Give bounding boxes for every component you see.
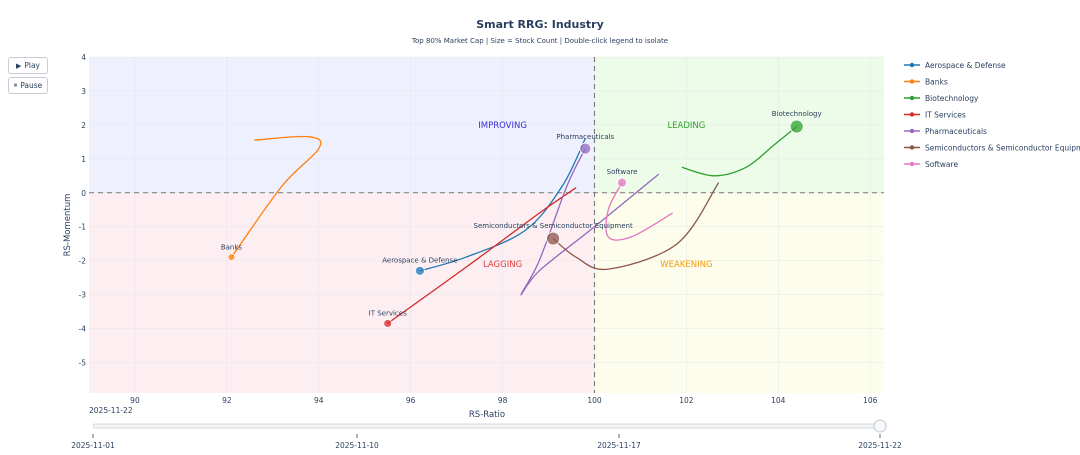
quadrant-label-improving: IMPROVING	[478, 121, 527, 131]
legend-item-biotechnology[interactable]: Biotechnology	[904, 94, 979, 103]
point-biotechnology[interactable]	[789, 119, 804, 134]
legend-marker	[909, 161, 915, 167]
chart-title: Smart RRG: Industry	[476, 18, 604, 31]
pause-label: Pause	[20, 81, 43, 90]
point-semiconductors-semiconductor-equipment[interactable]	[546, 231, 561, 246]
legend-label: Pharmaceuticals	[925, 127, 987, 136]
quadrant-lagging	[89, 192, 595, 393]
legend-label: Semiconductors & Semiconductor Equipment	[925, 143, 1080, 152]
pause-icon: ⏸	[13, 81, 18, 89]
trail-biotechnology	[681, 126, 798, 177]
slider-tick-label: 2025-11-22	[858, 441, 902, 450]
pause-button[interactable]: ⏸ Pause	[8, 77, 48, 94]
point-label-it-services: IT Services	[369, 309, 407, 317]
y-tick-label: 4	[81, 53, 86, 62]
trail-it-services	[387, 187, 577, 324]
x-tick-label: 90	[130, 396, 140, 405]
point-it-services[interactable]	[383, 319, 393, 328]
x-tick-label: 106	[863, 396, 878, 405]
slider-tick-label: 2025-11-17	[597, 441, 641, 450]
x-tick-label: 100	[587, 396, 602, 405]
point-label-banks: Banks	[221, 244, 243, 252]
point-label-pharmaceuticals: Pharmaceuticals	[556, 133, 614, 141]
y-tick-label: -4	[79, 325, 87, 334]
slider-handle[interactable]	[873, 419, 887, 433]
y-tick-label: -5	[79, 358, 87, 367]
legend-item-it-services[interactable]: IT Services	[904, 110, 966, 119]
legend-marker	[909, 145, 915, 150]
legend-label: Software	[925, 160, 958, 169]
legend-label: Aerospace & Defense	[925, 61, 1006, 70]
chart-subtitle: Top 80% Market Cap | Size = Stock Count …	[411, 37, 668, 45]
point-aerospace-defense[interactable]	[414, 265, 425, 276]
trail-aerospace-defense	[419, 138, 586, 272]
point-label-aerospace-defense: Aerospace & Defense	[382, 256, 457, 264]
legend-marker	[909, 79, 915, 84]
point-software[interactable]	[617, 177, 627, 188]
slider-tick-label: 2025-11-01	[71, 441, 115, 450]
legend-marker	[909, 62, 915, 68]
quadrant-label-leading: LEADING	[667, 121, 705, 131]
x-tick-label: 96	[406, 396, 416, 405]
y-tick-label: 2	[81, 121, 86, 130]
legend-marker	[909, 128, 915, 134]
legend-label: Banks	[925, 77, 948, 86]
quadrant-label-weakening: WEAKENING	[660, 260, 712, 270]
legend-item-semiconductors-semiconductor-equipment[interactable]: Semiconductors & Semiconductor Equipment	[904, 143, 1080, 152]
slider-current-value: 2025-11-22	[89, 406, 133, 415]
legend-label: IT Services	[925, 110, 966, 119]
point-banks[interactable]	[227, 253, 236, 262]
x-tick-label: 94	[314, 396, 324, 405]
play-icon: ▶	[15, 61, 22, 70]
y-tick-label: 0	[81, 189, 86, 198]
point-label-software: Software	[607, 168, 638, 176]
legend-item-pharmaceuticals[interactable]: Pharmaceuticals	[904, 127, 987, 136]
quadrant-weakening	[594, 192, 884, 393]
slider-tick-label: 2025-11-10	[335, 441, 379, 450]
point-label-semiconductors-semiconductor-equipment: Semiconductors & Semiconductor Equipment	[474, 222, 633, 230]
x-tick-label: 92	[222, 396, 232, 405]
quadrant-label-lagging: LAGGING	[483, 260, 522, 270]
x-axis-label: RS-Ratio	[469, 410, 505, 420]
y-tick-label: -1	[79, 223, 87, 232]
play-button[interactable]: ▶ Play	[8, 57, 48, 74]
trail-pharmaceuticals	[520, 148, 660, 296]
x-tick-label: 98	[498, 396, 508, 405]
y-axis-label: RS-Momentum	[63, 194, 73, 257]
legend-marker	[909, 112, 915, 117]
trail-semiconductors-semiconductor-equipment	[552, 182, 720, 271]
play-label: Play	[24, 61, 41, 70]
legend-item-aerospace-defense[interactable]: Aerospace & Defense	[904, 61, 1006, 70]
trail-banks	[230, 135, 322, 258]
point-label-biotechnology: Biotechnology	[772, 110, 822, 118]
slider-track[interactable]	[92, 423, 881, 429]
x-tick-label: 102	[679, 396, 694, 405]
legend-item-banks[interactable]: Banks	[904, 77, 948, 86]
legend-label: Biotechnology	[925, 94, 979, 103]
y-tick-label: 3	[81, 87, 86, 96]
x-tick-label: 104	[771, 396, 786, 405]
trail-software	[605, 182, 673, 241]
y-tick-label: -3	[79, 291, 87, 300]
legend-item-software[interactable]: Software	[904, 160, 958, 169]
legend-marker	[909, 95, 915, 101]
y-tick-label: 1	[81, 155, 86, 164]
point-pharmaceuticals[interactable]	[579, 142, 592, 155]
y-tick-label: -2	[79, 257, 87, 266]
